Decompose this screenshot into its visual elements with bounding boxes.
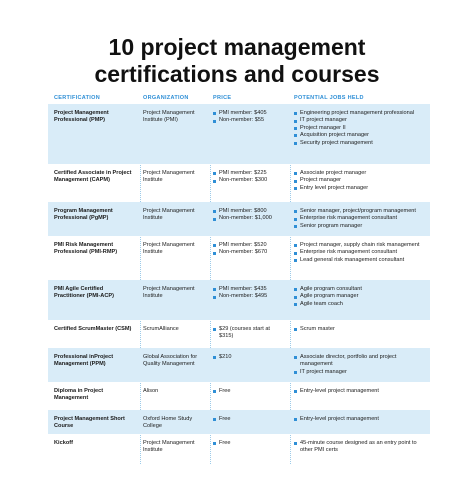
role-item: IT project manager — [294, 117, 426, 124]
role-item: IT project manager — [294, 369, 426, 376]
role-item: Entry-level project management — [294, 388, 426, 395]
role-item: Agile team coach — [294, 301, 426, 308]
role-item: 45-minute course designed as an entry po… — [294, 440, 426, 455]
role-item: Agile program manager — [294, 293, 426, 300]
price-item: $210 — [213, 354, 281, 361]
price-item: Non-member: $495 — [213, 293, 281, 300]
page-title: 10 project management certifications and… — [0, 34, 474, 88]
organization-name: Project Management Institute — [143, 208, 195, 222]
organization-name: ScrumAlliance — [143, 326, 179, 332]
role-item: Associate director, portfolio and projec… — [294, 354, 426, 369]
roles-list: Senior manager, project/program manageme… — [294, 208, 426, 230]
price-item: Non-member: $55 — [213, 117, 281, 124]
price-list: PMI member: $800 Non-member: $1,000 — [213, 208, 281, 223]
price-item: Free — [213, 416, 281, 423]
price-item: PMI member: $405 — [213, 110, 281, 117]
table-row: PMI Risk Management Professional (PMI-RM… — [48, 236, 430, 280]
organization-name: Project Management Institute — [143, 170, 195, 184]
title-line-1: 10 project management — [108, 34, 366, 60]
organization-name: Project Management Institute (PMI) — [143, 110, 195, 124]
certification-name: Program Management Professional (PgMP) — [54, 208, 113, 222]
organization-name: Global Association for Quality Managemen… — [143, 354, 198, 368]
price-item: $29 (courses start at $315) — [213, 326, 281, 341]
role-item: Scrum master — [294, 326, 426, 333]
role-item: Security project management — [294, 140, 426, 147]
role-item: Project manager — [294, 177, 426, 184]
role-item: Enterprise risk management consultant — [294, 249, 426, 256]
table-row: Kickoff Project Management Institute Free 4… — [48, 434, 430, 464]
certification-name: Professional inProject Management (PPM) — [54, 354, 114, 368]
header-roles: POTENTIAL JOBS HELD — [294, 95, 364, 101]
certification-name: Certified ScrumMaster (CSM) — [54, 326, 132, 332]
table-row: Diploma in Project Management Alison Free E… — [48, 382, 430, 410]
price-item: PMI member: $435 — [213, 286, 281, 293]
certification-name: Diploma in Project Management — [54, 388, 104, 402]
organization-name: Project Management Institute — [143, 440, 195, 454]
roles-list: Engineering project management professio… — [294, 110, 426, 147]
role-item: Senior program manager — [294, 223, 426, 230]
table-row: PMI Agile Certified Practitioner (PMI-AC… — [48, 280, 430, 320]
price-item: Non-member: $1,000 — [213, 215, 281, 222]
roles-list: Scrum master — [294, 326, 426, 333]
table-row: Program Management Professional (PgMP) Pr… — [48, 202, 430, 236]
price-item: PMI member: $225 — [213, 170, 281, 177]
price-item: Non-member: $300 — [213, 177, 281, 184]
role-item: Acquisition project manager — [294, 132, 426, 139]
roles-list: Agile program consultant Agile program ma… — [294, 286, 426, 308]
organization-name: Oxford Home Study College — [143, 416, 193, 430]
certification-name: Project Management Professional (PMP) — [54, 110, 109, 124]
title-line-2: certifications and courses — [94, 61, 380, 87]
header-organization: ORGANIZATION — [143, 95, 189, 101]
roles-list: Associate project manager Project manager… — [294, 170, 426, 192]
table-row: Certified ScrumMaster (CSM) ScrumAlliance… — [48, 320, 430, 348]
price-list: PMI member: $405 Non-member: $55 — [213, 110, 281, 125]
roles-list: Associate director, portfolio and projec… — [294, 354, 426, 376]
price-list: PMI member: $520 Non-member: $670 — [213, 242, 281, 257]
role-item: Project manager, supply chain risk manag… — [294, 242, 426, 249]
organization-name: Project Management Institute — [143, 242, 195, 256]
role-item: Project manager II — [294, 125, 426, 132]
price-list: Free — [213, 416, 281, 423]
price-list: Free — [213, 388, 281, 395]
certification-name: Certified Associate in Project Managemen… — [54, 170, 132, 184]
roles-list: Project manager, supply chain risk manag… — [294, 242, 426, 264]
role-item: Entry-level project management — [294, 416, 426, 423]
price-list: Free — [213, 440, 281, 447]
role-item: Senior manager, project/program manageme… — [294, 208, 426, 215]
price-item: Free — [213, 388, 281, 395]
certification-name: Kickoff — [54, 440, 73, 446]
table-row: Project Management Professional (PMP) Pro… — [48, 104, 430, 164]
role-item: Enterprise risk management consultant — [294, 215, 426, 222]
certification-name: PMI Risk Management Professional (PMI-RM… — [54, 242, 118, 256]
role-item: Agile program consultant — [294, 286, 426, 293]
price-list: $210 — [213, 354, 281, 361]
table-row: Certified Associate in Project Managemen… — [48, 164, 430, 202]
price-item: PMI member: $520 — [213, 242, 281, 249]
role-item: Associate project manager — [294, 170, 426, 177]
roles-list: Entry-level project management — [294, 416, 426, 423]
role-item: Entry level project manager — [294, 185, 426, 192]
price-item: PMI member: $800 — [213, 208, 281, 215]
organization-name: Alison — [143, 388, 159, 394]
certification-name: PMI Agile Certified Practitioner (PMI-AC… — [54, 286, 114, 300]
price-item: Free — [213, 440, 281, 447]
price-item: Non-member: $670 — [213, 249, 281, 256]
roles-list: 45-minute course designed as an entry po… — [294, 440, 426, 455]
header-certification: CERTIFICATION — [54, 95, 100, 101]
role-item: Lead general risk management consultant — [294, 257, 426, 264]
price-list: PMI member: $435 Non-member: $495 — [213, 286, 281, 301]
price-list: PMI member: $225 Non-member: $300 — [213, 170, 281, 185]
table-row: Project Management Short Course Oxford Ho… — [48, 410, 430, 434]
certification-name: Project Management Short Course — [54, 416, 125, 430]
price-list: $29 (courses start at $315) — [213, 326, 281, 341]
role-item: Engineering project management professio… — [294, 110, 426, 117]
table-row: Professional inProject Management (PPM) G… — [48, 348, 430, 382]
organization-name: Project Management Institute — [143, 286, 195, 300]
header-price: PRICE — [213, 95, 232, 101]
roles-list: Entry-level project management — [294, 388, 426, 395]
